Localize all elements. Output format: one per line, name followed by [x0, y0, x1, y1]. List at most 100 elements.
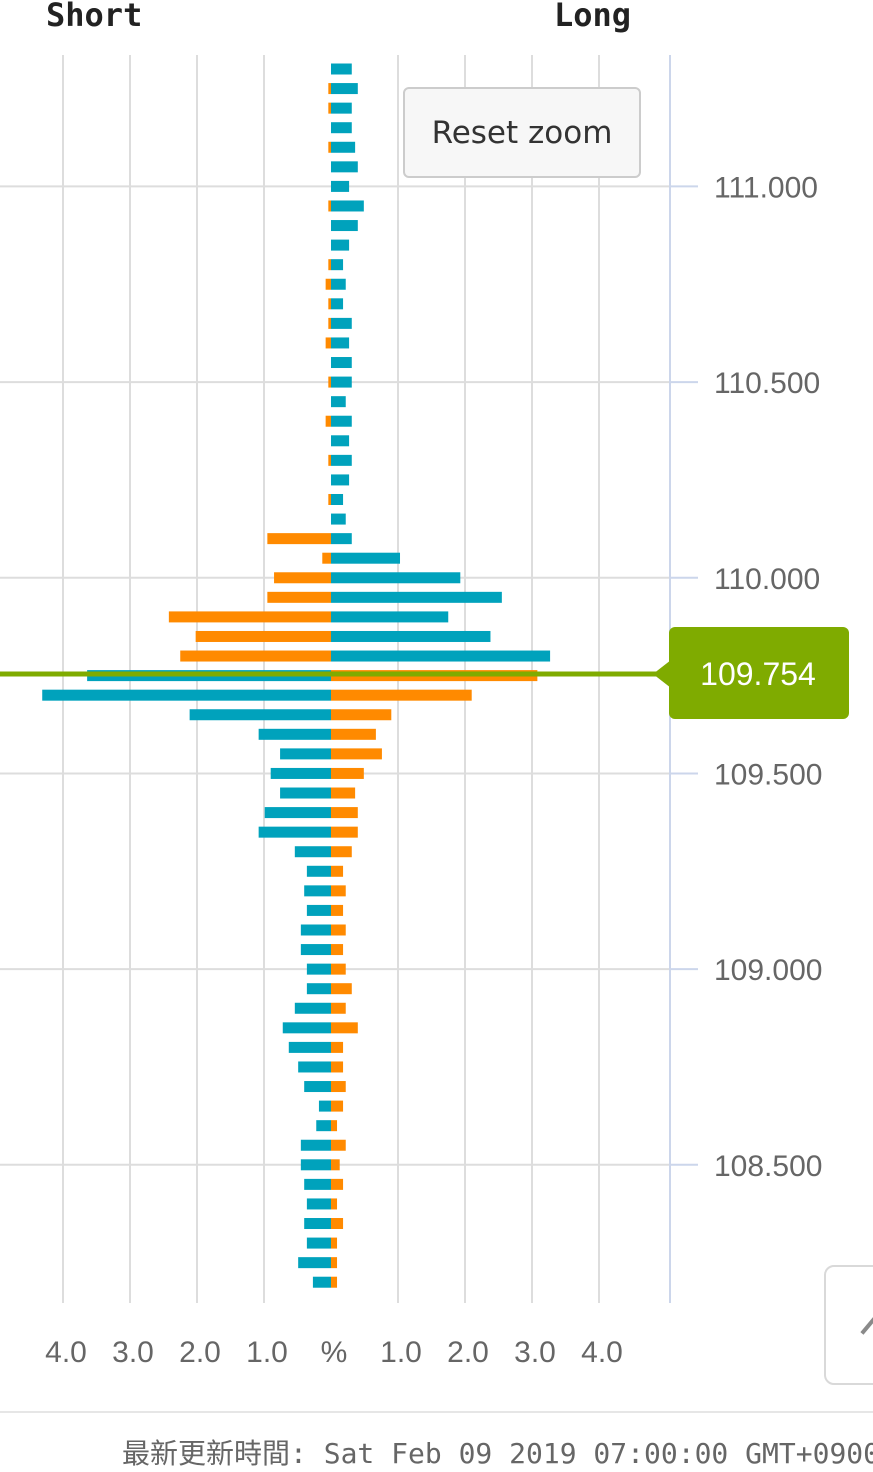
short-bar [270, 767, 331, 779]
x-tick-label: % [321, 1336, 348, 1369]
short-bar [306, 865, 331, 877]
last-updated-text: 最新更新時間: Sat Feb 09 2019 07:00:00 GMT+090… [122, 1437, 873, 1470]
short-bar [325, 337, 331, 349]
long-bar [331, 376, 352, 388]
long-bar [331, 83, 358, 95]
long-bar [331, 865, 344, 877]
long-bar [331, 630, 491, 642]
x-tick-label: 3.0 [514, 1336, 556, 1369]
short-bar [328, 83, 331, 95]
long-bar [331, 846, 352, 858]
short-bar [316, 1120, 331, 1132]
long-bar [331, 924, 346, 936]
short-bar [312, 1276, 331, 1288]
long-bar [331, 689, 472, 701]
long-bar [331, 787, 356, 799]
long-bar [331, 963, 346, 975]
short-bar [264, 807, 331, 819]
long-bar [331, 983, 352, 995]
long-bar [331, 141, 356, 153]
long-bar [331, 1257, 338, 1269]
x-tick-label: 4.0 [581, 1336, 623, 1369]
short-bar [298, 1257, 331, 1269]
side-tab-button[interactable] [824, 1265, 873, 1385]
long-bar [331, 709, 392, 721]
long-bar [331, 357, 352, 369]
y-tick-label: 110.000 [714, 563, 820, 596]
long-bar [331, 1218, 344, 1230]
short-header: Short [46, 0, 143, 34]
short-bar [298, 1061, 331, 1073]
long-bar [331, 278, 346, 290]
short-bar [282, 1022, 331, 1034]
long-bar [331, 102, 352, 114]
short-bar [328, 141, 331, 153]
long-bar [331, 396, 346, 408]
y-tick-label: 110.500 [714, 367, 820, 400]
long-bar [331, 572, 461, 584]
long-bar [331, 1002, 346, 1014]
long-bar [331, 552, 401, 564]
long-bar [331, 415, 352, 427]
short-bar [325, 278, 331, 290]
long-bar [331, 885, 346, 897]
short-bar [304, 885, 331, 897]
short-bar [300, 944, 331, 956]
short-bar [300, 1159, 331, 1171]
x-tick-label: 4.0 [45, 1336, 87, 1369]
long-bar [331, 767, 364, 779]
long-bar [331, 337, 350, 349]
long-header: Long [554, 0, 632, 34]
short-bar [189, 709, 331, 721]
long-bar [331, 1139, 346, 1151]
footer-divider [0, 1411, 873, 1413]
short-bar [267, 591, 331, 603]
short-bar [288, 1041, 331, 1053]
chevron-icon [860, 1315, 873, 1335]
long-bar [331, 533, 352, 545]
short-bar [304, 1081, 331, 1093]
current-price-pointer [653, 660, 671, 689]
long-bar [331, 259, 344, 271]
x-tick-label: 1.0 [380, 1336, 422, 1369]
y-tick-label: 108.500 [714, 1150, 822, 1183]
short-bar [300, 1139, 331, 1151]
short-bar [258, 826, 331, 838]
short-bar [328, 376, 331, 388]
long-bar [331, 1237, 338, 1249]
y-tick-label: 109.500 [714, 758, 822, 791]
long-bar [331, 1081, 346, 1093]
long-bar [331, 944, 344, 956]
reset-zoom-button[interactable]: Reset zoom [403, 87, 641, 178]
current-price-box [669, 627, 849, 720]
long-bar [331, 161, 358, 173]
short-bar [42, 689, 331, 701]
long-bar [331, 1178, 344, 1190]
long-bar [331, 493, 344, 505]
long-bar [331, 1120, 338, 1132]
short-bar [195, 630, 331, 642]
short-bar [180, 650, 331, 662]
short-bar [306, 904, 331, 916]
long-bar [331, 239, 350, 251]
long-bar [331, 1022, 358, 1034]
short-bar [304, 1218, 331, 1230]
short-bar [168, 611, 331, 623]
y-tick-label: 111.000 [714, 171, 818, 204]
long-bar [331, 180, 350, 192]
long-bar [331, 435, 350, 447]
short-bar [304, 1178, 331, 1190]
long-bar [331, 1159, 340, 1171]
long-bar [331, 1198, 338, 1210]
long-bar [331, 122, 352, 134]
long-bar [331, 1041, 344, 1053]
short-bar [318, 1100, 331, 1112]
x-tick-label: 1.0 [246, 1336, 288, 1369]
short-bar [325, 415, 331, 427]
short-bar [306, 1198, 331, 1210]
short-bar [328, 259, 331, 271]
long-bar [331, 513, 346, 525]
short-bar [328, 200, 331, 212]
short-bar [328, 454, 331, 466]
